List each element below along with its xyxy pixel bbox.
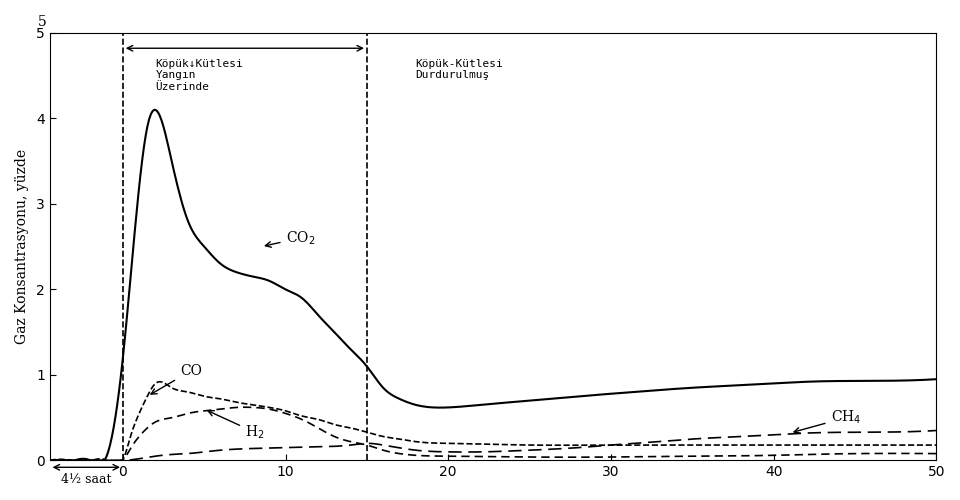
Y-axis label: Gaz Konsantrasyonu, yüzde: Gaz Konsantrasyonu, yüzde (15, 149, 29, 344)
Text: 5: 5 (37, 14, 46, 28)
Text: 4½ saat: 4½ saat (61, 474, 111, 486)
Text: Köpük-Kütlesi
Durdurulmuş: Köpük-Kütlesi Durdurulmuş (416, 58, 503, 80)
Text: Köpük↓Kütlesi
Yangın
Üzerinde: Köpük↓Kütlesi Yangın Üzerinde (156, 58, 243, 92)
Text: H$_2$: H$_2$ (208, 410, 264, 441)
Text: CO$_2$: CO$_2$ (265, 230, 315, 247)
Text: CO: CO (151, 364, 202, 394)
Text: CH$_4$: CH$_4$ (794, 409, 861, 433)
